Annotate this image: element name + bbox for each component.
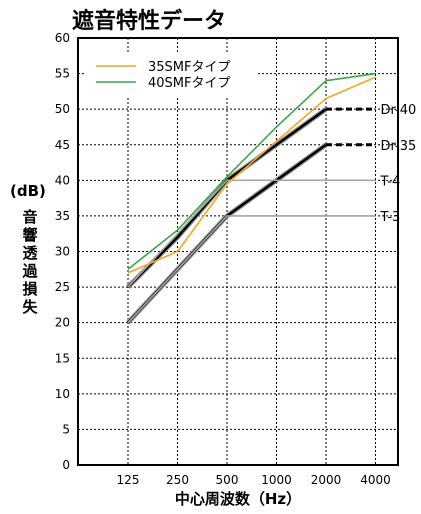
reference-curve-labels: Dr-40 Dr-35 T-4 T-3 xyxy=(380,103,417,225)
legend-entry: 40SMFタイプ xyxy=(148,76,231,91)
grid xyxy=(78,38,398,465)
y-tick-label: 30 xyxy=(55,245,70,259)
y-tick-label: 20 xyxy=(55,316,70,330)
y-tick-label: 50 xyxy=(55,102,70,116)
y-tick-label: 45 xyxy=(55,138,70,152)
chart-title: 遮音特性データ xyxy=(72,8,226,34)
series-line-1 xyxy=(127,76,376,274)
y-tick-label: 0 xyxy=(62,458,70,472)
y-tick-label: 10 xyxy=(55,387,70,401)
x-tick-label: 500 xyxy=(216,473,239,487)
data-series xyxy=(127,72,376,274)
reference-curve-t-3 xyxy=(127,215,376,324)
x-tick-label: 250 xyxy=(166,473,189,487)
x-tick-label: 2000 xyxy=(311,473,342,487)
y-tick-label: 15 xyxy=(55,351,70,365)
series-line-2 xyxy=(127,72,376,270)
x-tick-label: 4000 xyxy=(360,473,391,487)
y-axis-ticks: 0 5 10 15 20 25 30 35 40 45 50 55 60 xyxy=(55,31,70,472)
reference-curve-label: Dr-40 xyxy=(381,103,417,118)
y-axis-label-char: 音 xyxy=(22,208,37,226)
y-tick-label: 40 xyxy=(55,173,70,187)
plot-frame xyxy=(77,37,399,466)
x-tick-label: 1000 xyxy=(261,473,292,487)
y-axis-unit: (dB) xyxy=(10,182,46,200)
y-tick-label: 25 xyxy=(55,280,70,294)
y-tick-label: 55 xyxy=(55,67,70,81)
legend-entry: 35SMFタイプ xyxy=(148,60,231,75)
reference-curves xyxy=(126,107,376,325)
x-tick-label: 125 xyxy=(117,473,140,487)
y-tick-label: 60 xyxy=(55,31,70,45)
y-axis-label-char: 失 xyxy=(22,298,38,316)
x-axis-label: 中心周波数（Hz） xyxy=(175,490,301,508)
legend-box xyxy=(86,54,256,96)
y-axis-label-char: 損 xyxy=(22,280,38,298)
reference-curve-label: T-3 xyxy=(380,210,401,225)
y-axis-label-char: 響 xyxy=(22,226,37,244)
reference-curve-label: T-4 xyxy=(380,174,401,189)
y-axis-label-char: 透 xyxy=(22,244,38,262)
y-tick-label: 35 xyxy=(55,209,70,223)
reference-curve-label: Dr-35 xyxy=(381,139,417,154)
y-axis-label-char: 過 xyxy=(21,262,38,280)
x-axis-ticks: 125 250 500 1000 2000 4000 xyxy=(117,473,391,487)
y-tick-label: 5 xyxy=(62,422,70,436)
reference-curve-t-4 xyxy=(127,179,376,288)
